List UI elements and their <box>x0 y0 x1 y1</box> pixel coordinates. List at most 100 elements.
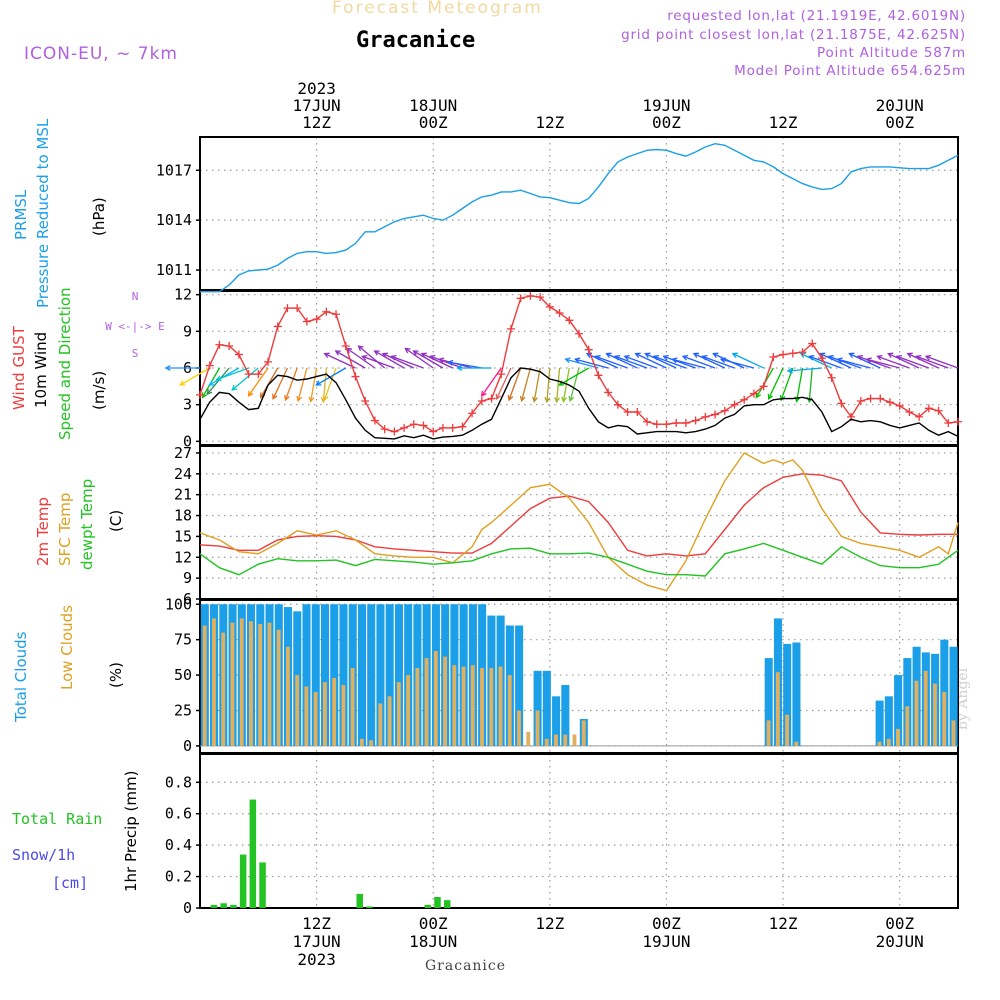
gust-marker <box>273 322 282 331</box>
series-line <box>199 452 959 592</box>
wind-arrow <box>206 367 230 395</box>
gust-marker <box>759 382 768 391</box>
low-cloud-bar <box>794 741 799 746</box>
wind-arrowhead <box>856 354 864 361</box>
total-cloud-bar <box>764 658 773 746</box>
y-tick-label: 27 <box>174 444 192 462</box>
y-tick-label: 0.2 <box>165 868 192 886</box>
wind-arrowhead <box>437 357 445 364</box>
low-cloud-bar <box>359 738 364 746</box>
wind-arrow <box>315 367 347 386</box>
wind-arrowhead <box>836 357 843 364</box>
precip-label: 1hr Precip (mm) <box>122 771 140 892</box>
y-tick-label: 0 <box>183 432 192 450</box>
low-cloud-bar <box>341 685 346 746</box>
y-tick-label: 75 <box>174 631 192 649</box>
gust-marker <box>808 339 817 348</box>
wind-arrow <box>653 355 687 369</box>
y-tick-label: 18 <box>174 507 192 525</box>
location-title: Gracanice <box>356 28 476 53</box>
total-cloud-bar <box>783 643 792 746</box>
low-cloud-bar <box>498 666 503 746</box>
wind-arrowhead <box>272 393 278 401</box>
low-cloud-bar <box>526 731 531 746</box>
low-cloud-bar <box>544 738 549 746</box>
gust-marker <box>856 397 865 405</box>
wind-arrowhead <box>767 393 774 401</box>
y-tick-label: 25 <box>174 702 192 720</box>
wind-arrow <box>231 367 259 391</box>
total-cloud-bar <box>884 696 893 746</box>
wind-dir-label: Speed and Direction <box>56 287 74 440</box>
total-cloud-bar <box>561 685 570 746</box>
wind-arrowhead <box>865 357 872 364</box>
gust-marker <box>244 370 253 379</box>
wind-arrow <box>732 353 764 369</box>
low-cloud-bar <box>406 675 411 746</box>
gust-marker <box>769 353 778 361</box>
gust-marker <box>905 408 914 416</box>
gust-marker <box>817 354 826 363</box>
wind-arrow <box>533 367 541 402</box>
low-cloud-bar <box>387 696 392 746</box>
wind-arrowhead <box>519 395 526 403</box>
low-cloud-bar <box>581 720 586 746</box>
rain-label: Total Rain <box>12 810 102 828</box>
wind-arrow <box>849 353 881 369</box>
gust-marker <box>293 304 302 313</box>
wind-arrow <box>546 367 551 402</box>
rain-bar <box>210 904 218 908</box>
wind-arrow <box>916 355 949 369</box>
wind-arrow <box>562 367 570 402</box>
rain-bar <box>220 903 227 908</box>
time-label-top: 20JUN <box>876 96 924 115</box>
wind-arrow <box>508 367 522 401</box>
gust-marker <box>264 357 273 366</box>
low-cloud-bar <box>554 734 558 746</box>
gust-marker <box>827 373 836 382</box>
time-label-top: 12Z <box>769 113 798 132</box>
total-cloud-bar <box>515 625 524 746</box>
series-line <box>199 367 959 440</box>
wind-arrowhead <box>357 345 364 352</box>
wind-arrow <box>614 355 648 369</box>
wind-arrowhead <box>390 354 397 361</box>
wind-arrow <box>768 367 784 400</box>
wind-arrowhead <box>201 392 208 399</box>
wind-arrowhead <box>568 395 575 403</box>
wind-arrow <box>323 367 337 401</box>
time-label-top: 12Z <box>535 113 564 132</box>
wind-arrow <box>780 367 794 401</box>
low-cloud-bar <box>480 668 484 746</box>
wind-arrowhead <box>827 354 834 361</box>
gust-marker <box>283 304 292 313</box>
wind-arrowhead <box>613 354 621 361</box>
low-cloud-bar <box>258 624 263 746</box>
gust-marker <box>351 372 360 381</box>
wind-arrow <box>382 353 415 369</box>
panel-frame <box>199 445 959 600</box>
wind-arrowhead <box>876 354 883 361</box>
y-tick-label: 9 <box>183 569 192 587</box>
temp-label: 2m Temp <box>34 497 52 566</box>
wind-arrow <box>828 355 862 369</box>
wind-arrowhead <box>231 384 238 391</box>
gust-marker <box>419 421 428 430</box>
time-label-top: 12Z <box>302 113 331 132</box>
time-label-bottom: 00Z <box>652 914 681 933</box>
rain-bar <box>366 906 373 908</box>
gust-marker <box>516 294 525 303</box>
wind-arrowhead <box>544 397 551 404</box>
gust-marker <box>575 329 583 338</box>
gust-marker <box>594 371 603 380</box>
wind-arrow <box>702 355 735 369</box>
pressure-unit: (hPa) <box>90 197 108 236</box>
wind-arrow <box>374 350 405 369</box>
low-cloud-bar <box>535 710 540 746</box>
gust-marker <box>837 399 846 408</box>
gust-marker <box>701 412 710 421</box>
total-cloud-bar <box>552 696 561 746</box>
gust-marker <box>322 307 331 316</box>
wind-arrowhead <box>507 394 514 402</box>
wind-arrow <box>575 358 609 369</box>
